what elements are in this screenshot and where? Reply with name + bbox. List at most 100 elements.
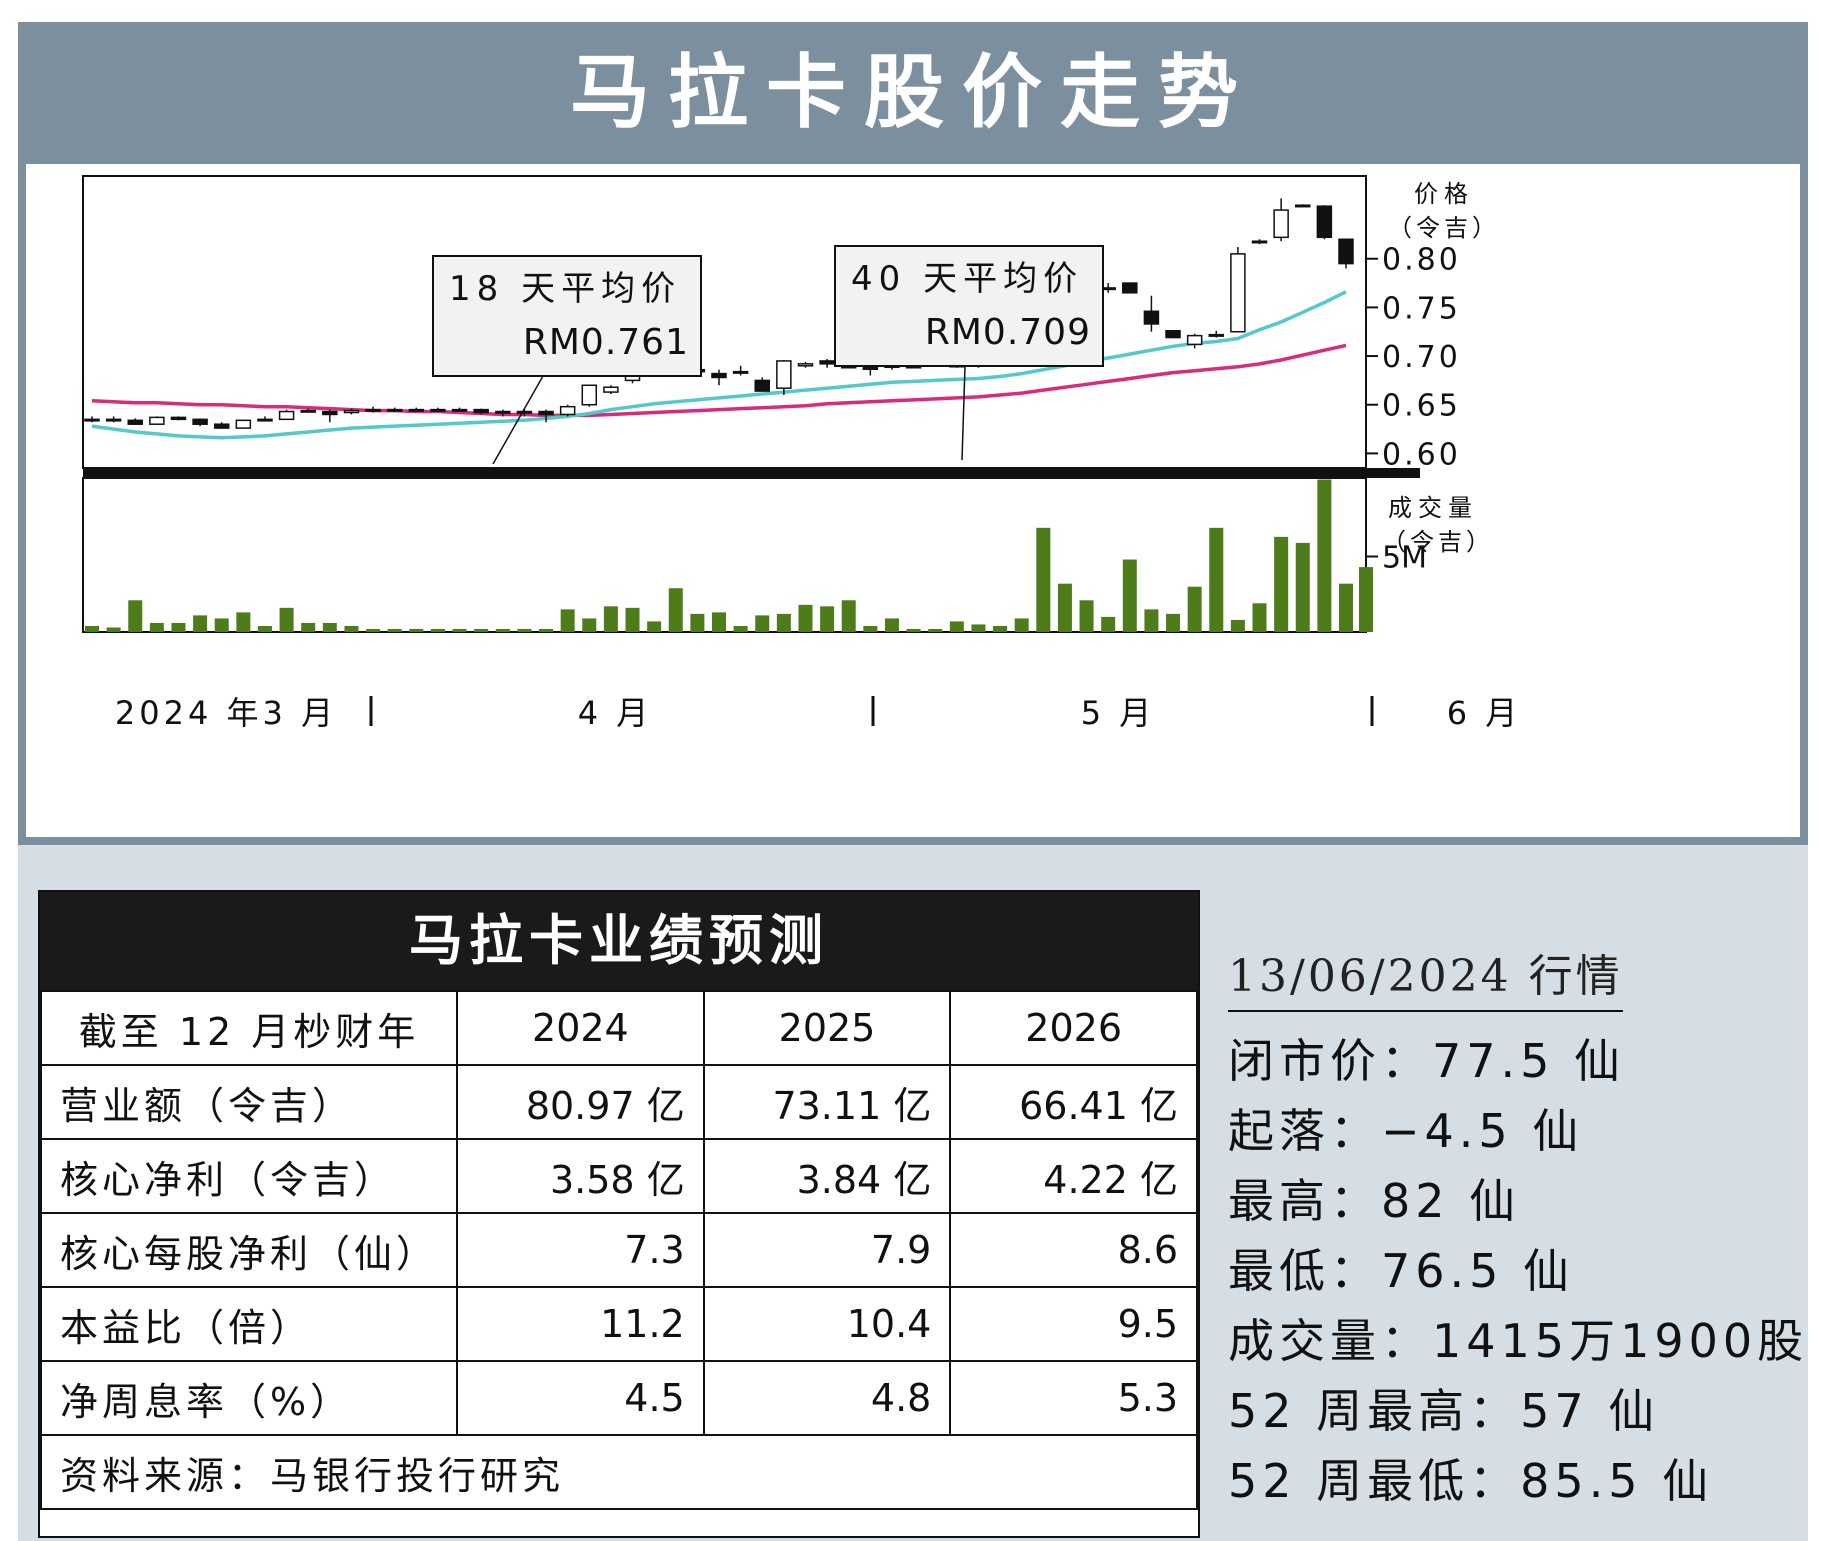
candle-body [1230,253,1246,333]
candle-body [711,372,727,379]
table-cell: 3.84 亿 [702,1138,952,1214]
volume-bar [755,615,770,632]
volume-bar [668,588,683,632]
annotation-label: 40 天平均价 [851,259,1083,299]
volume-bar [1079,600,1094,632]
header-cell: 截至 12 月杪财年 [39,990,459,1066]
volume-bar [884,618,899,632]
row-label: 净周息率（%） [39,1360,459,1436]
header-cell: 2025 [702,990,952,1066]
candle-body [538,410,554,416]
annotation-label: 18 天平均价 [449,269,681,309]
volume-bar [1295,542,1310,632]
candle-body [1295,204,1311,208]
table-cell: 7.9 [702,1212,952,1288]
volume-bar [1166,613,1181,632]
chart-area: 0.80 0.75 0.70 0.65 0.60 价格 （令吉） 5M 成交量 （令吉） 18 天平… [26,164,1800,837]
header-cell: 2026 [949,990,1198,1066]
candle-body [343,409,360,414]
candle-body [1208,333,1225,337]
candle-body [754,379,770,392]
volume-bar [1014,618,1029,632]
table-cell: 9.5 [949,1286,1198,1362]
volume-bar [971,624,986,632]
candle-body [732,370,749,374]
row-label: 营业额（令吉） [39,1064,459,1140]
day-high: 最高：82 仙 [1228,1174,1521,1228]
volume-bar [1339,583,1353,632]
table-row: 核心每股净利（仙） 7.3 7.9 8.6 [39,1212,1198,1288]
table-cell: 66.41 亿 [949,1064,1198,1140]
price-tick-label: 0.80 [1382,243,1461,278]
volume-bar [106,627,121,632]
title-bar: 马拉卡股价走势 [18,22,1808,164]
volume-bar [690,613,705,632]
price-tick-label: 0.75 [1382,291,1461,326]
volume-bar [582,618,597,632]
panel-divider [83,468,1420,478]
volume-bar [149,622,164,632]
row-label: 核心净利（令吉） [39,1138,459,1214]
candle-body [559,405,576,416]
volume-bar [560,609,575,632]
table-cell: 11.2 [456,1286,705,1362]
candle-body [430,408,446,412]
closing-price: 闭市价：77.5 仙 [1228,1034,1626,1088]
x-axis-label: 2024 年3 月 [115,694,337,732]
price-tick-label: 0.70 [1382,340,1461,375]
volume-bar [301,622,316,632]
annotation-box [432,255,702,377]
forecast-table-card: 马拉卡业绩预测 截至 12 月杪财年 2024 2025 2026 营业额（令吉… [38,890,1200,1538]
volume-bar [603,606,618,632]
main-title: 马拉卡股价走势 [570,46,1256,139]
candle-body [213,423,230,429]
chart-panel: 0.80 0.75 0.70 0.65 0.60 价格 （令吉） 5M 成交量 （令吉） 18 天平… [18,164,1808,845]
forecast-title: 马拉卡业绩预测 [40,892,1198,990]
volume-bar [906,628,921,632]
volume-bar [1144,609,1159,632]
table-cell: 8.6 [949,1212,1198,1288]
header-cell: 2024 [456,990,705,1066]
volume-bar [128,600,143,632]
volume-bar [1230,619,1245,632]
volume-axis-title: 成交量 [1388,494,1478,522]
candle-body [1143,310,1160,325]
candle-body [235,419,252,429]
volume-bar [452,628,467,632]
row-label: 本益比（倍） [39,1286,459,1362]
annotation-value: RM0.709 [925,312,1091,353]
candle-body [495,410,511,414]
price-panel-frame [82,175,1367,469]
volume-bar [1317,479,1332,632]
volume-axis-unit: （令吉） [1382,528,1494,556]
candle-body [473,408,489,414]
candle-body [819,360,835,365]
candle-body [862,366,879,370]
candle-body [1273,209,1289,239]
volume-bar [171,622,186,632]
candle-body [105,418,122,422]
volume-bar [841,600,856,632]
trading-volume: 成交量：1415万1900股 [1228,1314,1809,1368]
price-axis-title: 价格 [1414,180,1474,208]
volume-bar [1187,586,1202,632]
52-week-low: 52 周最低：85.5 仙 [1228,1454,1714,1508]
volume-bar [949,621,964,632]
volume-bar [214,618,229,632]
annotation-leader [492,375,544,465]
x-axis-label: 5 月 [1081,694,1156,732]
table-cell: 4.5 [456,1360,705,1436]
volume-tick-label: 5M [1382,541,1427,576]
candle-body [149,416,165,425]
volume-bar [409,628,424,632]
volume-bar [1359,567,1373,632]
candle-body [322,410,338,416]
candle-body [386,408,403,412]
ma40-line [91,343,1347,418]
candle-body [1316,205,1333,239]
volume-bar [387,628,402,632]
table-cell: 5.3 [949,1360,1198,1436]
table-cell: 10.4 [702,1286,952,1362]
volume-bar [85,625,99,632]
candle-body [84,418,100,422]
